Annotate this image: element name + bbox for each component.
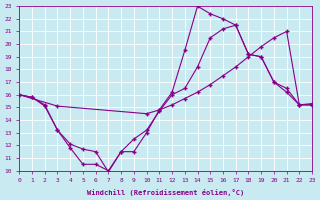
X-axis label: Windchill (Refroidissement éolien,°C): Windchill (Refroidissement éolien,°C) [87, 189, 244, 196]
